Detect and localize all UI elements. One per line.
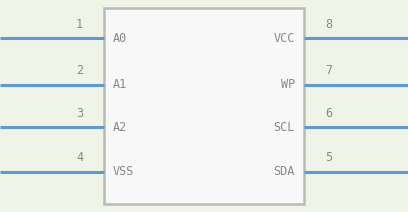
Text: VSS: VSS [113, 165, 134, 178]
Text: SCL: SCL [274, 121, 295, 134]
Text: 6: 6 [325, 107, 332, 120]
Text: 2: 2 [76, 64, 83, 77]
Text: 8: 8 [325, 18, 332, 31]
Bar [104, 8, 304, 204]
Text: WP: WP [281, 78, 295, 91]
Text: 1: 1 [76, 18, 83, 31]
Text: 7: 7 [325, 64, 332, 77]
Text: A2: A2 [113, 121, 127, 134]
Text: SDA: SDA [274, 165, 295, 178]
Text: VCC: VCC [274, 32, 295, 45]
Text: A1: A1 [113, 78, 127, 91]
Text: 4: 4 [76, 151, 83, 164]
Text: 5: 5 [325, 151, 332, 164]
Text: 3: 3 [76, 107, 83, 120]
Text: A0: A0 [113, 32, 127, 45]
